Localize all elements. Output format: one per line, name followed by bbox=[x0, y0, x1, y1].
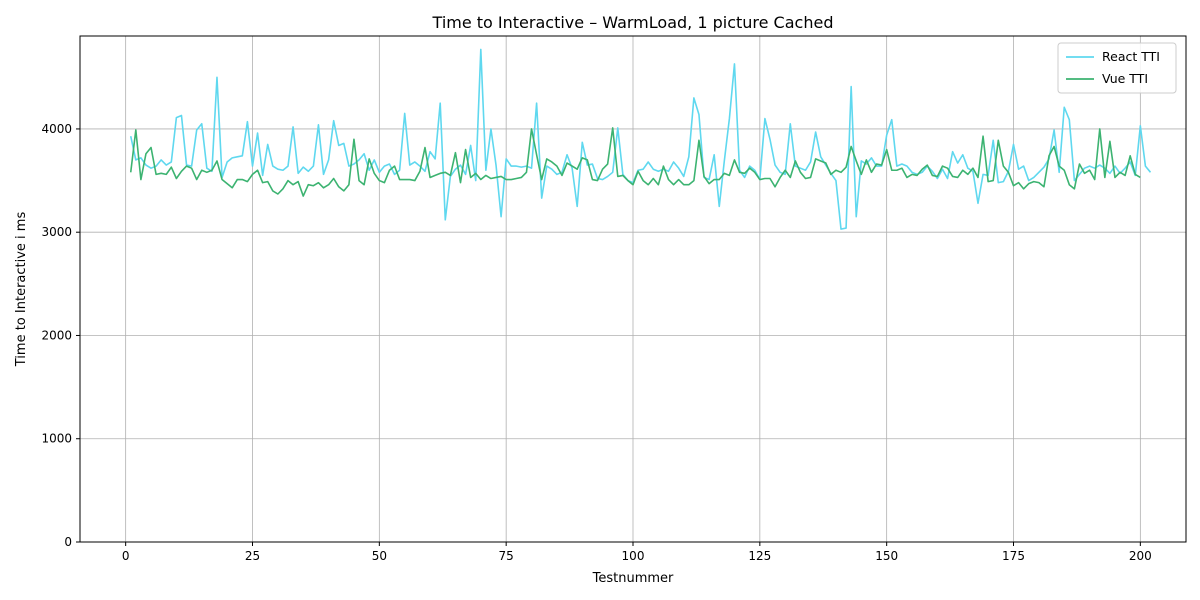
x-tick-label: 0 bbox=[122, 549, 130, 563]
x-tick-label: 125 bbox=[748, 549, 771, 563]
series-layer bbox=[129, 48, 1152, 230]
legend: React TTI Vue TTI bbox=[1057, 42, 1177, 94]
x-tick-label: 25 bbox=[245, 549, 260, 563]
y-tick-label: 3000 bbox=[41, 225, 72, 239]
x-tick-label: 50 bbox=[372, 549, 387, 563]
y-tick-label: 1000 bbox=[41, 432, 72, 446]
series-line-vue-tti bbox=[129, 127, 1141, 197]
x-axis-label: Testnummer bbox=[592, 571, 674, 586]
legend-box bbox=[1057, 42, 1177, 94]
x-tick-label: 150 bbox=[875, 549, 898, 563]
y-tick-label: 4000 bbox=[41, 122, 72, 136]
x-tick-label: 175 bbox=[1002, 549, 1025, 563]
chart-title: Time to Interactive – WarmLoad, 1 pictur… bbox=[432, 13, 834, 32]
y-axis-ticks: 0 1000 2000 3000 4000 bbox=[41, 122, 80, 549]
series-line-react-tti bbox=[129, 48, 1152, 230]
x-axis-ticks: 0 25 50 75 100 125 150 175 200 bbox=[122, 542, 1152, 563]
y-tick-label: 2000 bbox=[41, 328, 72, 342]
x-tick-label: 100 bbox=[622, 549, 645, 563]
x-tick-label: 75 bbox=[499, 549, 514, 563]
legend-label: Vue TTI bbox=[1102, 71, 1148, 86]
y-tick-label: 0 bbox=[64, 535, 72, 549]
x-tick-label: 200 bbox=[1129, 549, 1152, 563]
legend-label: React TTI bbox=[1102, 49, 1160, 64]
y-axis-label: Time to Interactive i ms bbox=[14, 212, 29, 368]
